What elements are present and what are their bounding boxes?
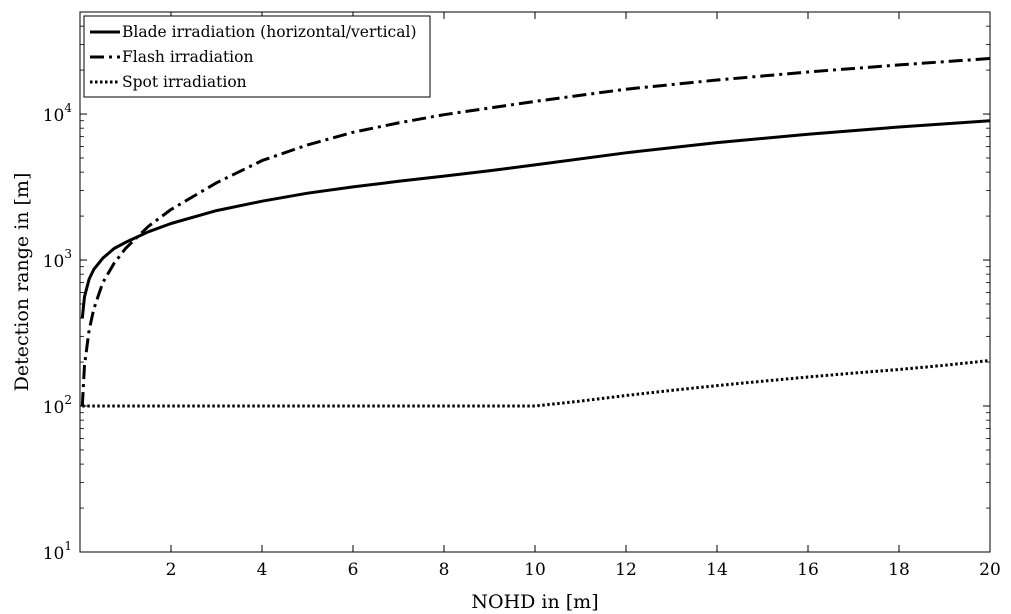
series-line-1 (80, 119, 991, 319)
y-axis-title: Detection range in [m] (11, 173, 33, 392)
plot-area-frame (79, 11, 991, 553)
y-axis-tick-labels: 101 102 103 104 (43, 101, 73, 564)
y-tick-label: 102 (43, 393, 72, 418)
legend-label-1: Blade irradiation (horizontal/vertical) (122, 23, 417, 41)
x-tick-label: 14 (706, 560, 728, 580)
series-lines (80, 57, 991, 408)
x-tick-label: 4 (257, 560, 268, 580)
series-line-2 (80, 57, 991, 407)
legend-box (83, 15, 431, 98)
x-tick-label: 16 (797, 560, 819, 580)
legend: Blade irradiation (horizontal/vertical) F… (83, 15, 431, 98)
legend-label-3: Spot irradiation (122, 73, 247, 91)
x-tick-label: 10 (524, 560, 546, 580)
axis-ticks (80, 11, 991, 553)
y-tick-label: 101 (43, 539, 72, 564)
y-tick-label: 104 (43, 101, 73, 126)
y-tick-label: 103 (43, 247, 72, 272)
x-tick-label: 8 (439, 560, 450, 580)
x-tick-label: 18 (888, 560, 910, 580)
x-tick-label: 6 (348, 560, 359, 580)
x-tick-label: 2 (166, 560, 177, 580)
x-axis-tick-labels: 2 4 6 8 10 12 14 16 18 20 (166, 560, 1001, 580)
x-axis-title: NOHD in [m] (471, 591, 598, 613)
legend-label-2: Flash irradiation (122, 48, 253, 66)
x-tick-label: 20 (979, 560, 1001, 580)
x-tick-label: 12 (615, 560, 637, 580)
